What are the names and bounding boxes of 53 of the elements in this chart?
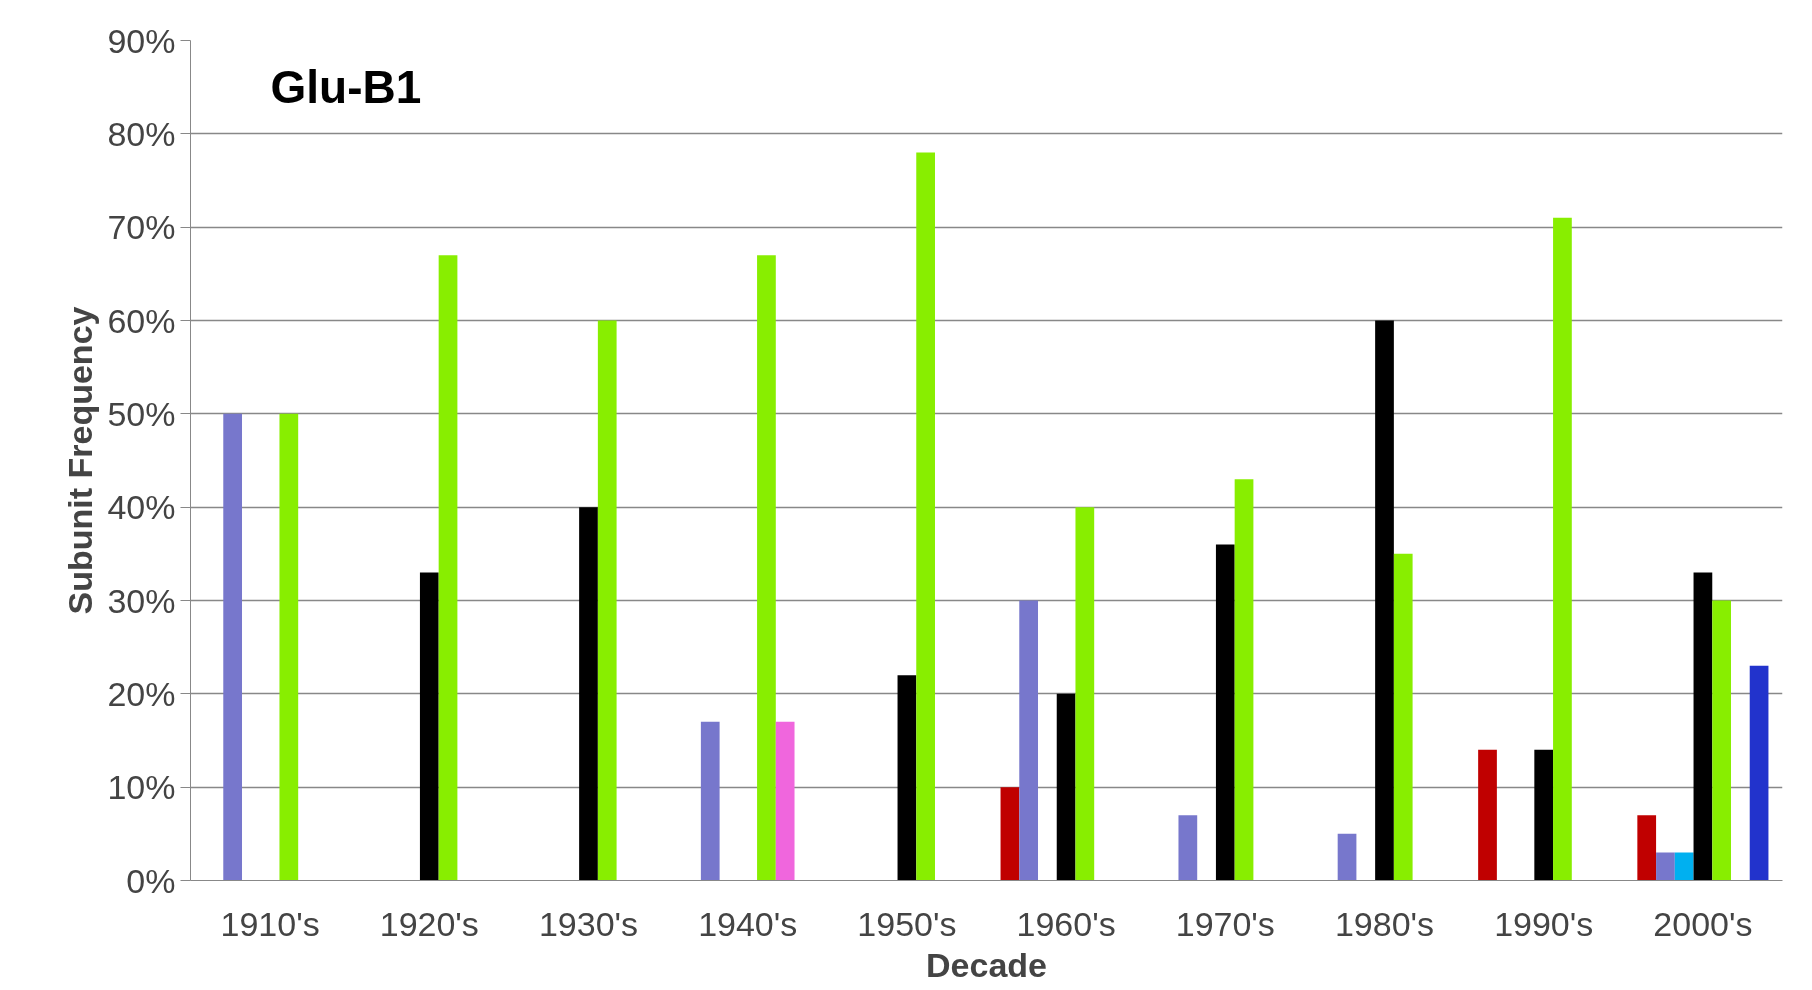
x-tick-label: 1980's: [1334, 904, 1435, 943]
bar: [1075, 507, 1095, 881]
y-axis-title: Subunit Frequency: [61, 306, 100, 615]
bar: [1656, 852, 1675, 881]
y-tick-label: 30%: [107, 581, 176, 620]
bar: [1215, 544, 1235, 881]
bar: [1712, 600, 1731, 881]
y-tick-label: 20%: [107, 674, 176, 713]
bar: [897, 675, 917, 881]
bar: [1019, 600, 1039, 881]
bar: [1056, 693, 1076, 881]
y-tick-label: 40%: [107, 488, 176, 527]
x-tick-label: 1970's: [1175, 904, 1275, 943]
bar: [1478, 749, 1497, 881]
x-axis-title: Decade: [926, 945, 1047, 984]
y-tick-label: 80%: [107, 114, 176, 153]
bar: [775, 721, 795, 881]
y-tick-label: 90%: [107, 21, 176, 60]
bar: [279, 413, 299, 881]
bar: [1393, 553, 1413, 881]
bar: [1000, 787, 1020, 881]
x-tick-label: 1930's: [538, 904, 639, 943]
bar: [1337, 833, 1357, 881]
bar: [1178, 815, 1198, 881]
y-tick-label: 70%: [107, 208, 176, 247]
x-tick-label: 1910's: [220, 904, 320, 943]
bar: [1553, 217, 1572, 881]
bar: [916, 152, 935, 881]
bar: [700, 721, 720, 881]
bar: [757, 255, 776, 881]
bar: [1693, 572, 1713, 881]
bar: [1637, 815, 1657, 881]
bar: [579, 507, 598, 881]
text: Glu-B1: [270, 60, 422, 113]
y-tick-label: 50%: [107, 394, 176, 433]
bar: [1749, 665, 1769, 881]
bar: [1375, 320, 1394, 881]
x-tick-label: 1940's: [698, 904, 798, 943]
bar: [223, 413, 243, 881]
bar: [1534, 749, 1554, 881]
bar: [438, 255, 458, 881]
bar: [419, 572, 439, 881]
bar: [1234, 479, 1254, 881]
y-tick-label: 60%: [107, 301, 176, 340]
x-tick-label: 1920's: [379, 904, 479, 943]
y-tick-label: 10%: [107, 768, 176, 807]
x-tick-label: 2000's: [1653, 904, 1753, 943]
bar: [1674, 852, 1694, 881]
x-tick-label: 1960's: [1016, 904, 1116, 943]
y-tick-label: 0%: [126, 861, 176, 900]
x-tick-label: 1950's: [857, 904, 957, 943]
bar: [597, 320, 617, 881]
x-tick-label: 1990's: [1494, 904, 1594, 943]
